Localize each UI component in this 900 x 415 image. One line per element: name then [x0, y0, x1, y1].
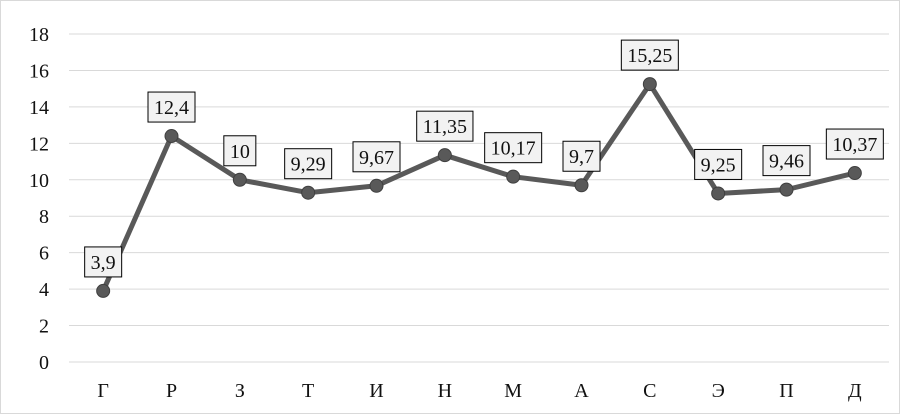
y-axis-ticks: 0 2 4 6 8 10 12 14 16 18 [29, 24, 49, 374]
data-label-box [694, 148, 743, 180]
data-label-text: 10,37 [832, 134, 877, 156]
y-tick-label: 16 [29, 60, 49, 82]
x-tick-label: П [779, 380, 793, 402]
data-label-box [620, 39, 679, 71]
data-point [779, 182, 794, 197]
data-point-group [96, 77, 862, 298]
x-tick-label: И [369, 380, 383, 402]
data-label-box [147, 91, 196, 123]
series-line [100, 81, 858, 294]
data-label: 10 [223, 135, 257, 167]
data-label-text: 9,25 [701, 154, 736, 176]
data-point [437, 148, 452, 163]
data-label-box [416, 110, 474, 142]
y-tick-label: 14 [29, 97, 49, 119]
data-label: 10,17 [484, 132, 543, 164]
data-point [369, 178, 384, 193]
data-label-box [84, 246, 123, 278]
data-label: 12,4 [147, 91, 196, 123]
data-label: 10,37 [825, 128, 884, 160]
series-line-group [100, 81, 858, 294]
data-label-box [825, 128, 884, 160]
x-tick-label: С [643, 380, 656, 402]
data-label-text: 9,7 [569, 146, 594, 168]
y-tick-label: 4 [39, 279, 49, 301]
y-tick-label: 12 [29, 133, 49, 155]
grid-lines [69, 33, 889, 363]
data-point [711, 186, 726, 201]
data-label-text: 9,29 [291, 154, 326, 176]
data-label-box [223, 135, 257, 167]
data-label: 9,67 [352, 141, 401, 173]
y-tick-label: 10 [29, 170, 49, 192]
data-label-group: 3,9 12,4 10 9,29 9,67 11,35 10,17 9,7 15,25 9,25 9… [84, 39, 884, 278]
y-tick-label: 2 [39, 316, 49, 338]
data-label-text: 11,35 [423, 116, 467, 138]
data-point [232, 172, 247, 187]
x-tick-label: Э [712, 380, 725, 402]
data-label: 9,7 [562, 140, 601, 172]
data-label-box [762, 145, 811, 177]
x-tick-label: Т [302, 380, 314, 402]
y-tick-label: 8 [39, 206, 49, 228]
data-point [574, 178, 589, 193]
x-tick-label: Р [166, 380, 177, 402]
data-point [847, 166, 862, 181]
data-label: 11,35 [416, 110, 474, 142]
data-label-box [484, 132, 543, 164]
y-tick-label: 0 [39, 352, 49, 374]
data-label-text: 10,17 [491, 138, 536, 160]
data-label-text: 9,67 [359, 147, 394, 169]
x-tick-label: М [504, 380, 522, 402]
data-label-box [352, 141, 401, 173]
data-label: 9,25 [694, 148, 743, 180]
data-point [96, 283, 111, 298]
data-point [164, 129, 179, 144]
data-label: 3,9 [84, 246, 123, 278]
data-label-box [284, 148, 333, 180]
data-point [301, 185, 316, 200]
data-label-text: 3,9 [91, 252, 116, 274]
data-label-text: 12,4 [154, 97, 189, 119]
x-tick-label: Д [848, 380, 862, 402]
x-tick-label: Г [97, 380, 109, 402]
x-tick-label: А [574, 380, 589, 402]
y-tick-label: 18 [29, 24, 49, 46]
data-label: 9,46 [762, 145, 811, 177]
data-label-text: 9,46 [769, 151, 804, 173]
x-tick-label: З [235, 380, 245, 402]
data-label: 9,29 [284, 148, 333, 180]
data-point [642, 77, 657, 92]
data-label-text: 15,25 [627, 45, 672, 67]
data-label-text: 10 [230, 141, 250, 163]
data-label: 15,25 [620, 39, 679, 71]
data-point [506, 169, 521, 184]
x-tick-label: Н [438, 380, 452, 402]
y-tick-label: 6 [39, 243, 49, 265]
data-label-box [562, 140, 601, 172]
